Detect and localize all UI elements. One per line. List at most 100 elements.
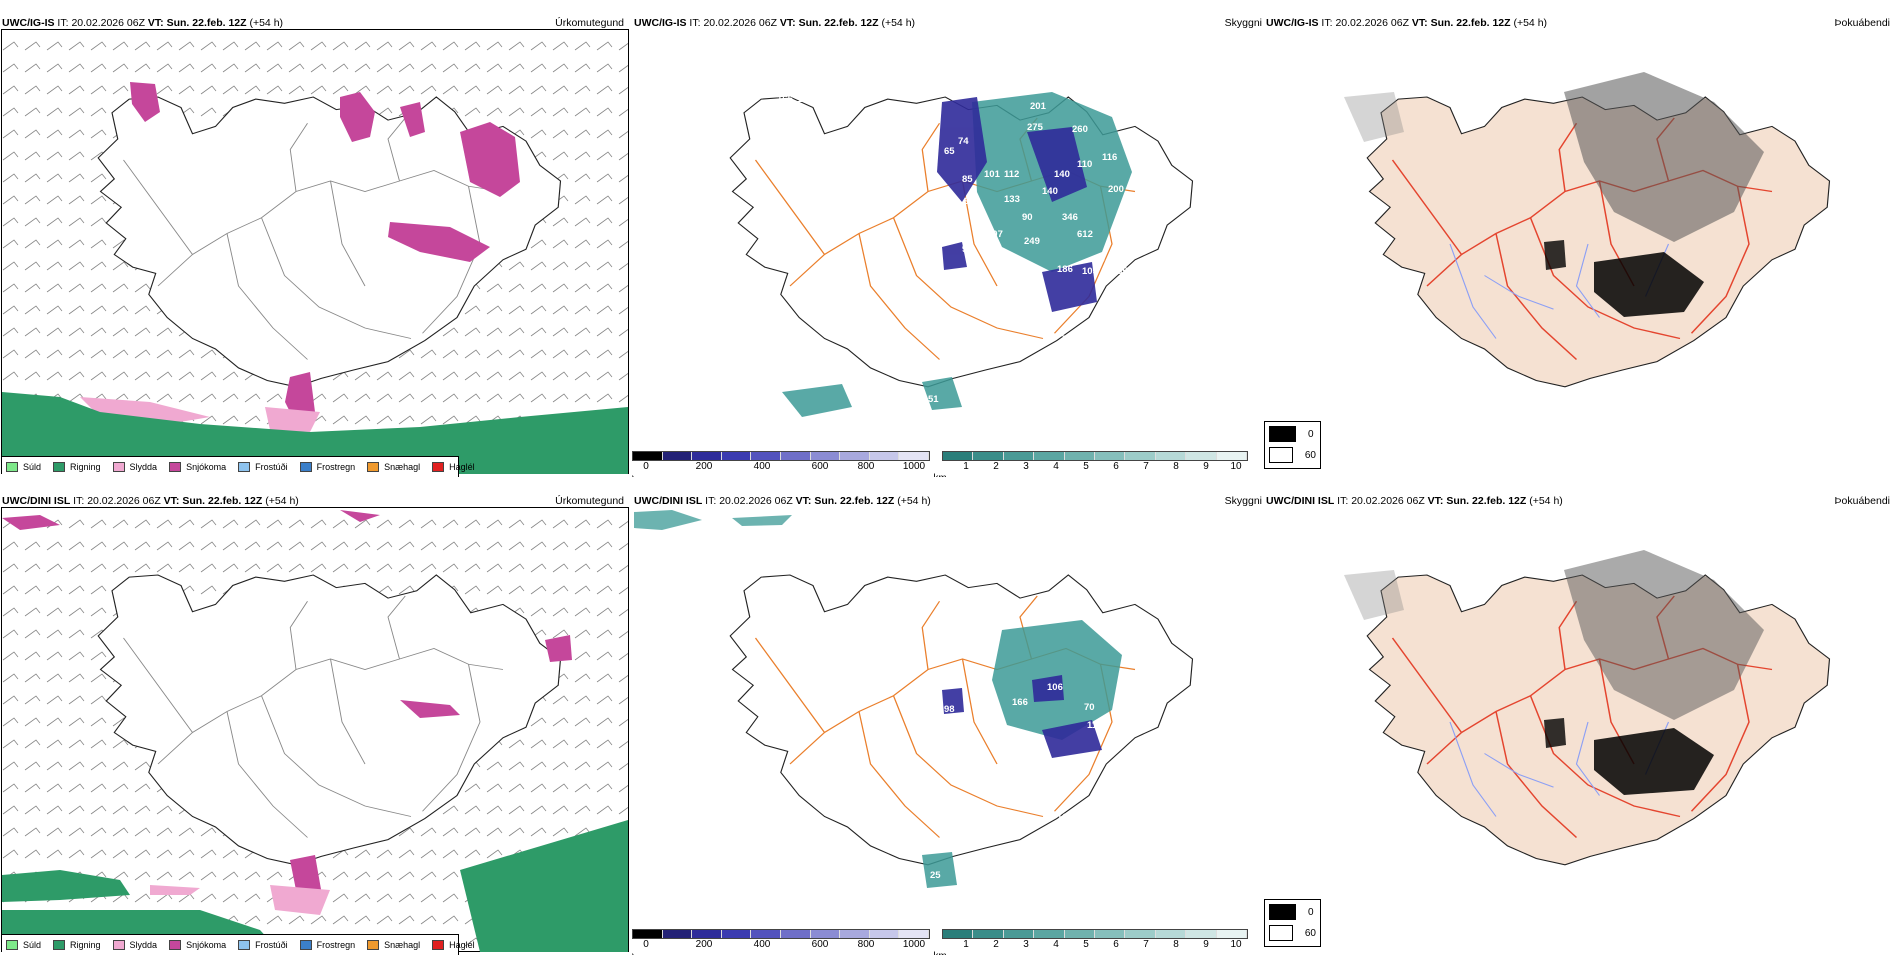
legend-item: Snjókoma [169,940,226,950]
cloudbase-label: 260 [1072,124,1088,135]
cloudbase-label: 171 [1025,742,1042,753]
scale-tick: 1000 [902,461,926,472]
fog-shading [1344,72,1764,317]
cloudbase-scale: m 0 200 400 600 800 1000 [632,451,930,477]
visibility-panel-dini: UWC/DINI ISL IT: 20.02.2026 06Z VT: Sun.… [632,490,1262,955]
cloudbase-label: 346 [1062,212,1078,223]
iceland-map [2,508,628,952]
scale-tick: 1000 [902,939,926,950]
cloudbase-label: 65 [944,146,955,157]
scale-tick: 10 [1230,939,1242,950]
iceland-map: 106 166 98 70 118 171 163 25 [634,510,1194,888]
cloudbase-label: 612 [1077,229,1093,240]
panel-header: UWC/DINI ISL IT: 20.02.2026 06Z VT: Sun.… [1266,495,1563,507]
panel-header: UWC/IG-IS IT: 20.02.2026 06Z VT: Sun. 22… [2,17,284,29]
scale-tick: 8 [1173,939,1179,950]
visibility-panel-ig: UWC/IG-IS IT: 20.02.2026 06Z VT: Sun. 22… [632,12,1262,477]
fog-legend-label: 0 [1308,906,1314,918]
fog-panel-dini: UWC/DINI ISL IT: 20.02.2026 06Z VT: Sun.… [1264,490,1900,955]
fog-panel-ig: UWC/IG-IS IT: 20.02.2026 06Z VT: Sun. 22… [1264,12,1900,477]
cloudbase-label: 106 [1047,682,1063,693]
panel-title: Skyggni [1224,495,1262,507]
cloudbase-label: 148 [1162,184,1178,195]
precip-legend: Súld Rigning Slydda Snjókoma Frostúði Fr… [2,456,475,477]
scale-tick: 1 [963,461,969,472]
scale-tick: 600 [811,461,829,472]
cloudbase-label: 140 [1042,186,1058,197]
scale-unit: km [933,473,946,477]
legend-item: Frostregn [299,462,355,472]
scale-tick: 4 [1053,461,1059,472]
scale-tick: 1 [963,939,969,950]
panel-title: Þokuábendi [1834,17,1890,29]
cloudbase-label: 51 [928,394,939,405]
scale-tick: 6 [1113,939,1119,950]
cloudbase-label: 186 [1057,264,1073,275]
cloudbase-label: 85 [1114,244,1125,255]
cloudbase-label: 165 [777,94,794,105]
fog-legend: 0 60 [1264,421,1321,469]
cloudbase-label: 201 [1030,101,1047,112]
cloudbase-label: 85 [1117,266,1128,277]
visibility-scale: km 1 2 3 4 5 6 7 8 9 10 [933,451,1248,477]
panel-header: UWC/IG-IS IT: 20.02.2026 06Z VT: Sun. 22… [634,17,916,29]
legend-item: Frostúði [238,940,288,950]
scale-unit: m [632,951,634,955]
scale-tick: 3 [1023,939,1029,950]
cloudbase-label: 160 [797,94,813,105]
cloudbase-label: 101 [984,169,1001,180]
cloudbase-labels: 106 166 98 70 118 171 163 25 [930,682,1102,881]
cloudbase-label: 85 [962,174,973,185]
cloudbase-label: 133 [1004,194,1020,205]
cloudbase-label: 90 [1022,212,1033,223]
legend-item: Haglél [432,940,475,950]
iceland-map [1344,72,1831,388]
scale-tick: 5 [1083,939,1089,950]
precip-type-panel-ig: UWC/IG-IS IT: 20.02.2026 06Z VT: Sun. 22… [0,12,630,477]
cloudbase-labels: 165 160 275 201 260 65 74 85 101 112 110… [777,94,1178,405]
cloudbase-label: 140 [1054,169,1070,180]
precip-type-panel-dini: UWC/DINI ISL IT: 20.02.2026 06Z VT: Sun.… [0,490,630,955]
legend-item: Rigning [53,462,101,472]
low-cloudbase-areas [937,97,1097,312]
scale-tick: 7 [1143,461,1149,472]
cloudbase-label: 97 [962,244,973,255]
panel-header: UWC/DINI ISL IT: 20.02.2026 06Z VT: Sun.… [634,495,931,507]
cloudbase-scale: m 0 200 400 600 800 1000 [632,929,930,955]
scale-tick: 800 [857,939,875,950]
cloudbase-label: 184 [1127,229,1144,240]
fog-legend-label: 0 [1308,428,1314,440]
panel-header: UWC/IG-IS IT: 20.02.2026 06Z VT: Sun. 22… [1266,17,1548,29]
cloudbase-label: 74 [958,136,969,147]
scale-tick: 0 [643,461,649,472]
cloudbase-label: 275 [1027,122,1044,133]
fog-legend-label: 60 [1304,449,1316,461]
legend-item: Snæhagl [367,462,420,472]
cloudbase-label: 130 [1012,260,1028,271]
panel-title: Úrkomutegund [555,495,624,507]
cloudbase-label: 307 [987,229,1003,240]
iceland-map [1344,550,1831,866]
legend-item: Súld [6,940,41,950]
cloudbase-label: 98 [944,704,955,715]
scale-tick: 200 [695,939,713,950]
cloudbase-label: 163 [1057,812,1073,823]
cloudbase-label: 116 [1102,152,1117,163]
scale-tick: 800 [857,461,875,472]
iceland-map [2,30,628,474]
panel-title: Úrkomutegund [555,17,624,29]
fog-legend-label: 60 [1304,927,1316,939]
legend-item: Rigning [53,940,101,950]
legend-item: Slydda [112,940,157,950]
cloudbase-label: 70 [1084,702,1095,713]
cloudbase-label: 98 [964,196,975,207]
scale-tick: 3 [1023,461,1029,472]
cloudbase-label: 118 [1087,720,1102,731]
rain-areas [2,392,628,474]
scale-tick: 8 [1173,461,1179,472]
scale-unit: km [933,951,946,955]
scale-tick: 600 [811,939,829,950]
cloudbase-label: 25 [930,870,941,881]
scale-tick: 5 [1083,461,1089,472]
cloudbase-label: 71 [1062,334,1073,345]
